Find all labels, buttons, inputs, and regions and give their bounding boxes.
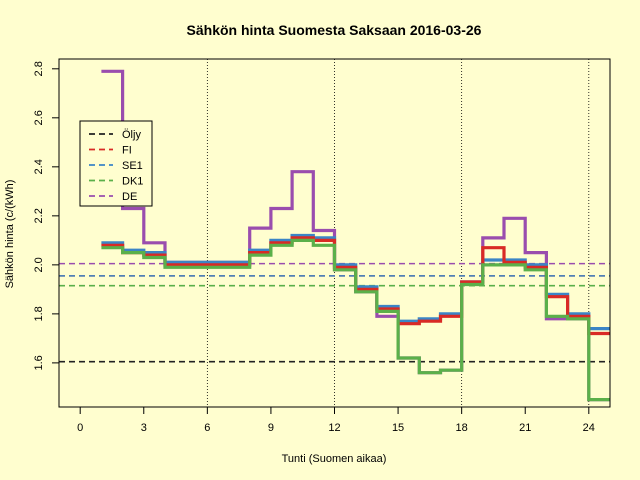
y-tick-label: 1.8 xyxy=(33,306,45,321)
legend-label: DE xyxy=(122,191,137,203)
x-tick-label: 3 xyxy=(141,422,147,434)
x-tick-label: 12 xyxy=(328,422,340,434)
x-tick-label: 18 xyxy=(456,422,468,434)
plot-frame xyxy=(58,58,611,408)
x-axis-label: Tunti (Suomen aikaa) xyxy=(282,453,387,465)
x-tick-label: 15 xyxy=(392,422,404,434)
legend-label: SE1 xyxy=(122,160,143,172)
y-tick-label: 2.4 xyxy=(33,159,45,174)
legend-box xyxy=(79,120,153,207)
x-tick-label: 0 xyxy=(77,422,83,434)
y-tick-label: 2.6 xyxy=(33,110,45,125)
x-tick-label: 9 xyxy=(268,422,274,434)
y-tick-label: 2.2 xyxy=(33,208,45,223)
series-lines xyxy=(101,69,610,402)
y-axis-label: Sähkön hinta (c/(kWh) xyxy=(4,180,16,289)
y-tick-label: 2.0 xyxy=(33,257,45,272)
legend-label: FI xyxy=(122,145,132,157)
y-tick-label: 1.6 xyxy=(33,355,45,370)
x-tick-label: 24 xyxy=(583,422,595,434)
chart-title: Sähkön hinta Suomesta Saksaan 2016-03-26 xyxy=(187,22,482,38)
x-tick-label: 21 xyxy=(519,422,531,434)
x-tick-label: 6 xyxy=(204,422,210,434)
legend-label: DK1 xyxy=(122,176,143,188)
y-tick-label: 2.8 xyxy=(33,61,45,76)
legend-label: Öljy xyxy=(122,129,141,141)
legend: Öljy FI SE1 DK1 DE xyxy=(79,120,153,207)
series-line-dk1 xyxy=(101,238,610,402)
